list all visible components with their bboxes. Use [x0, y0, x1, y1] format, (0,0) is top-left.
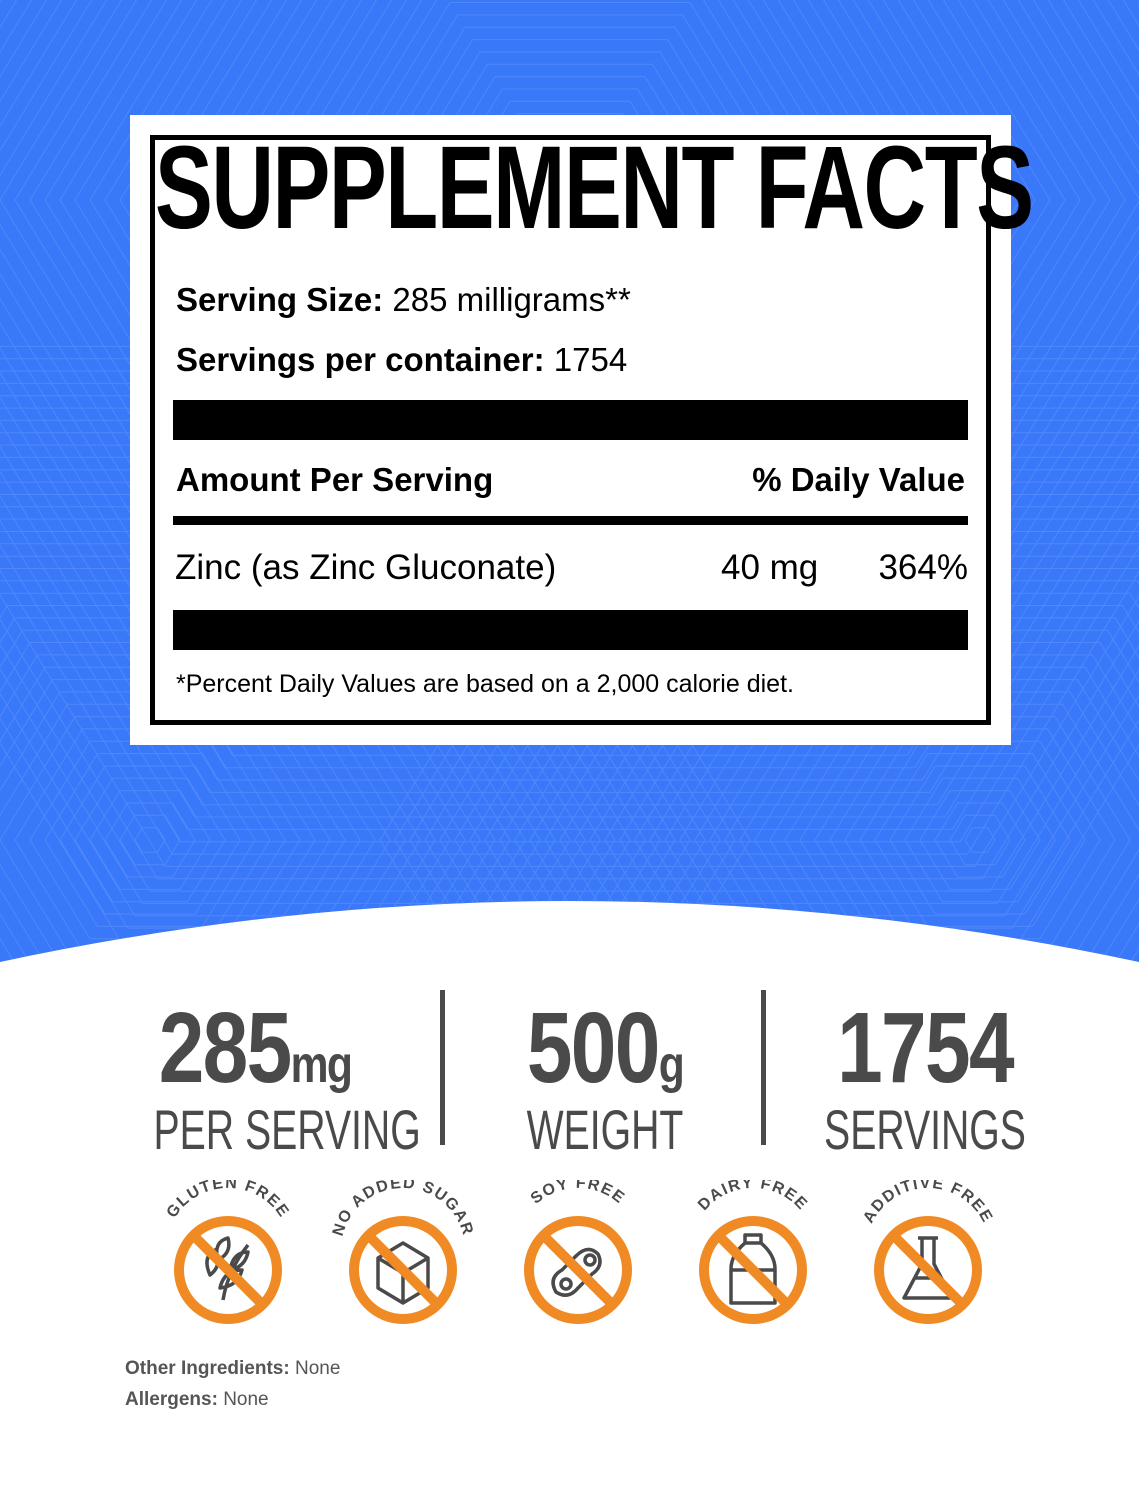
prohibited-circle-icon	[874, 1216, 982, 1324]
stat-per-serving: 285mg PER SERVING	[110, 998, 421, 1161]
prohibited-slash	[365, 1232, 441, 1308]
badge-label: DAIRY FREE	[695, 1180, 811, 1214]
facts-border	[150, 135, 991, 725]
stat-divider	[761, 990, 766, 1145]
prohibited-circle-icon	[699, 1216, 807, 1324]
stat-weight: 500g WEIGHT	[460, 998, 750, 1158]
soybean-icon	[551, 1247, 602, 1297]
ingredient-dv: 364%	[878, 548, 968, 587]
serving-size-label: Serving Size:	[176, 281, 384, 318]
other-ingredients-value: None	[294, 1358, 341, 1379]
stat-unit: g	[658, 1036, 685, 1094]
ingredient-name: Zinc (as Zinc Gluconate)	[175, 548, 557, 587]
other-ingredients-label: Other Ingredients:	[125, 1358, 290, 1379]
footnote: *Percent Daily Values are based on a 2,0…	[176, 670, 794, 698]
stat-label: SERVINGS	[824, 1098, 1026, 1161]
stat-label: PER SERVING	[153, 1098, 421, 1161]
facts-title: SUPPLEMENT FACTS	[155, 122, 1034, 254]
badge-gluten-free: GLUTEN FREE	[153, 1175, 303, 1330]
divider	[173, 516, 968, 525]
prohibited-slash	[715, 1232, 791, 1308]
badge-label: NO ADDED SUGAR	[330, 1180, 477, 1238]
serving-size: Serving Size: 285 milligrams**	[176, 283, 631, 316]
allergens-label: Allergens:	[125, 1389, 218, 1410]
serving-size-value: 285 milligrams**	[392, 281, 631, 318]
stat-value: 1754	[837, 992, 1015, 1104]
servings-value: 1754	[553, 341, 628, 378]
allergens-value: None	[223, 1389, 269, 1410]
badge-dairy-free: DAIRY FREE	[678, 1175, 828, 1330]
badge-label: SOY FREE	[528, 1180, 628, 1208]
prohibited-slash	[540, 1232, 616, 1308]
prohibited-circle-icon	[174, 1216, 282, 1324]
other-ingredients: Other Ingredients: None	[125, 1358, 340, 1380]
prohibited-circle-icon	[524, 1216, 632, 1324]
badge-additive-free: ADDITIVE FREE	[853, 1175, 1003, 1330]
servings-label: Servings per container:	[176, 341, 545, 378]
supplement-facts-panel: SUPPLEMENT FACTS Serving Size: 285 milli…	[130, 115, 1034, 745]
badge-soy-free: SOY FREE	[503, 1175, 653, 1330]
stat-divider	[440, 990, 445, 1145]
badge-label: GLUTEN FREE	[164, 1180, 293, 1221]
thick-divider	[173, 610, 968, 650]
allergens: Allergens: None	[125, 1389, 269, 1411]
badge-no-added-sugar: NO ADDED SUGAR	[328, 1175, 478, 1330]
stat-unit: mg	[290, 1036, 353, 1094]
prohibited-slash	[190, 1232, 266, 1308]
amount-header: Amount Per Serving	[176, 461, 494, 498]
stat-servings: 1754 SERVINGS	[780, 998, 1070, 1158]
stat-value: 500	[526, 992, 661, 1104]
ingredient-amount: 40 mg	[721, 548, 819, 587]
prohibited-circle-icon	[349, 1216, 457, 1324]
servings-per-container: Servings per container: 1754	[176, 343, 627, 376]
thick-divider	[173, 400, 968, 440]
stat-value: 285	[158, 992, 293, 1104]
dv-header: % Daily Value	[752, 461, 965, 498]
prohibited-slash	[890, 1232, 966, 1308]
stat-label: WEIGHT	[526, 1098, 684, 1161]
